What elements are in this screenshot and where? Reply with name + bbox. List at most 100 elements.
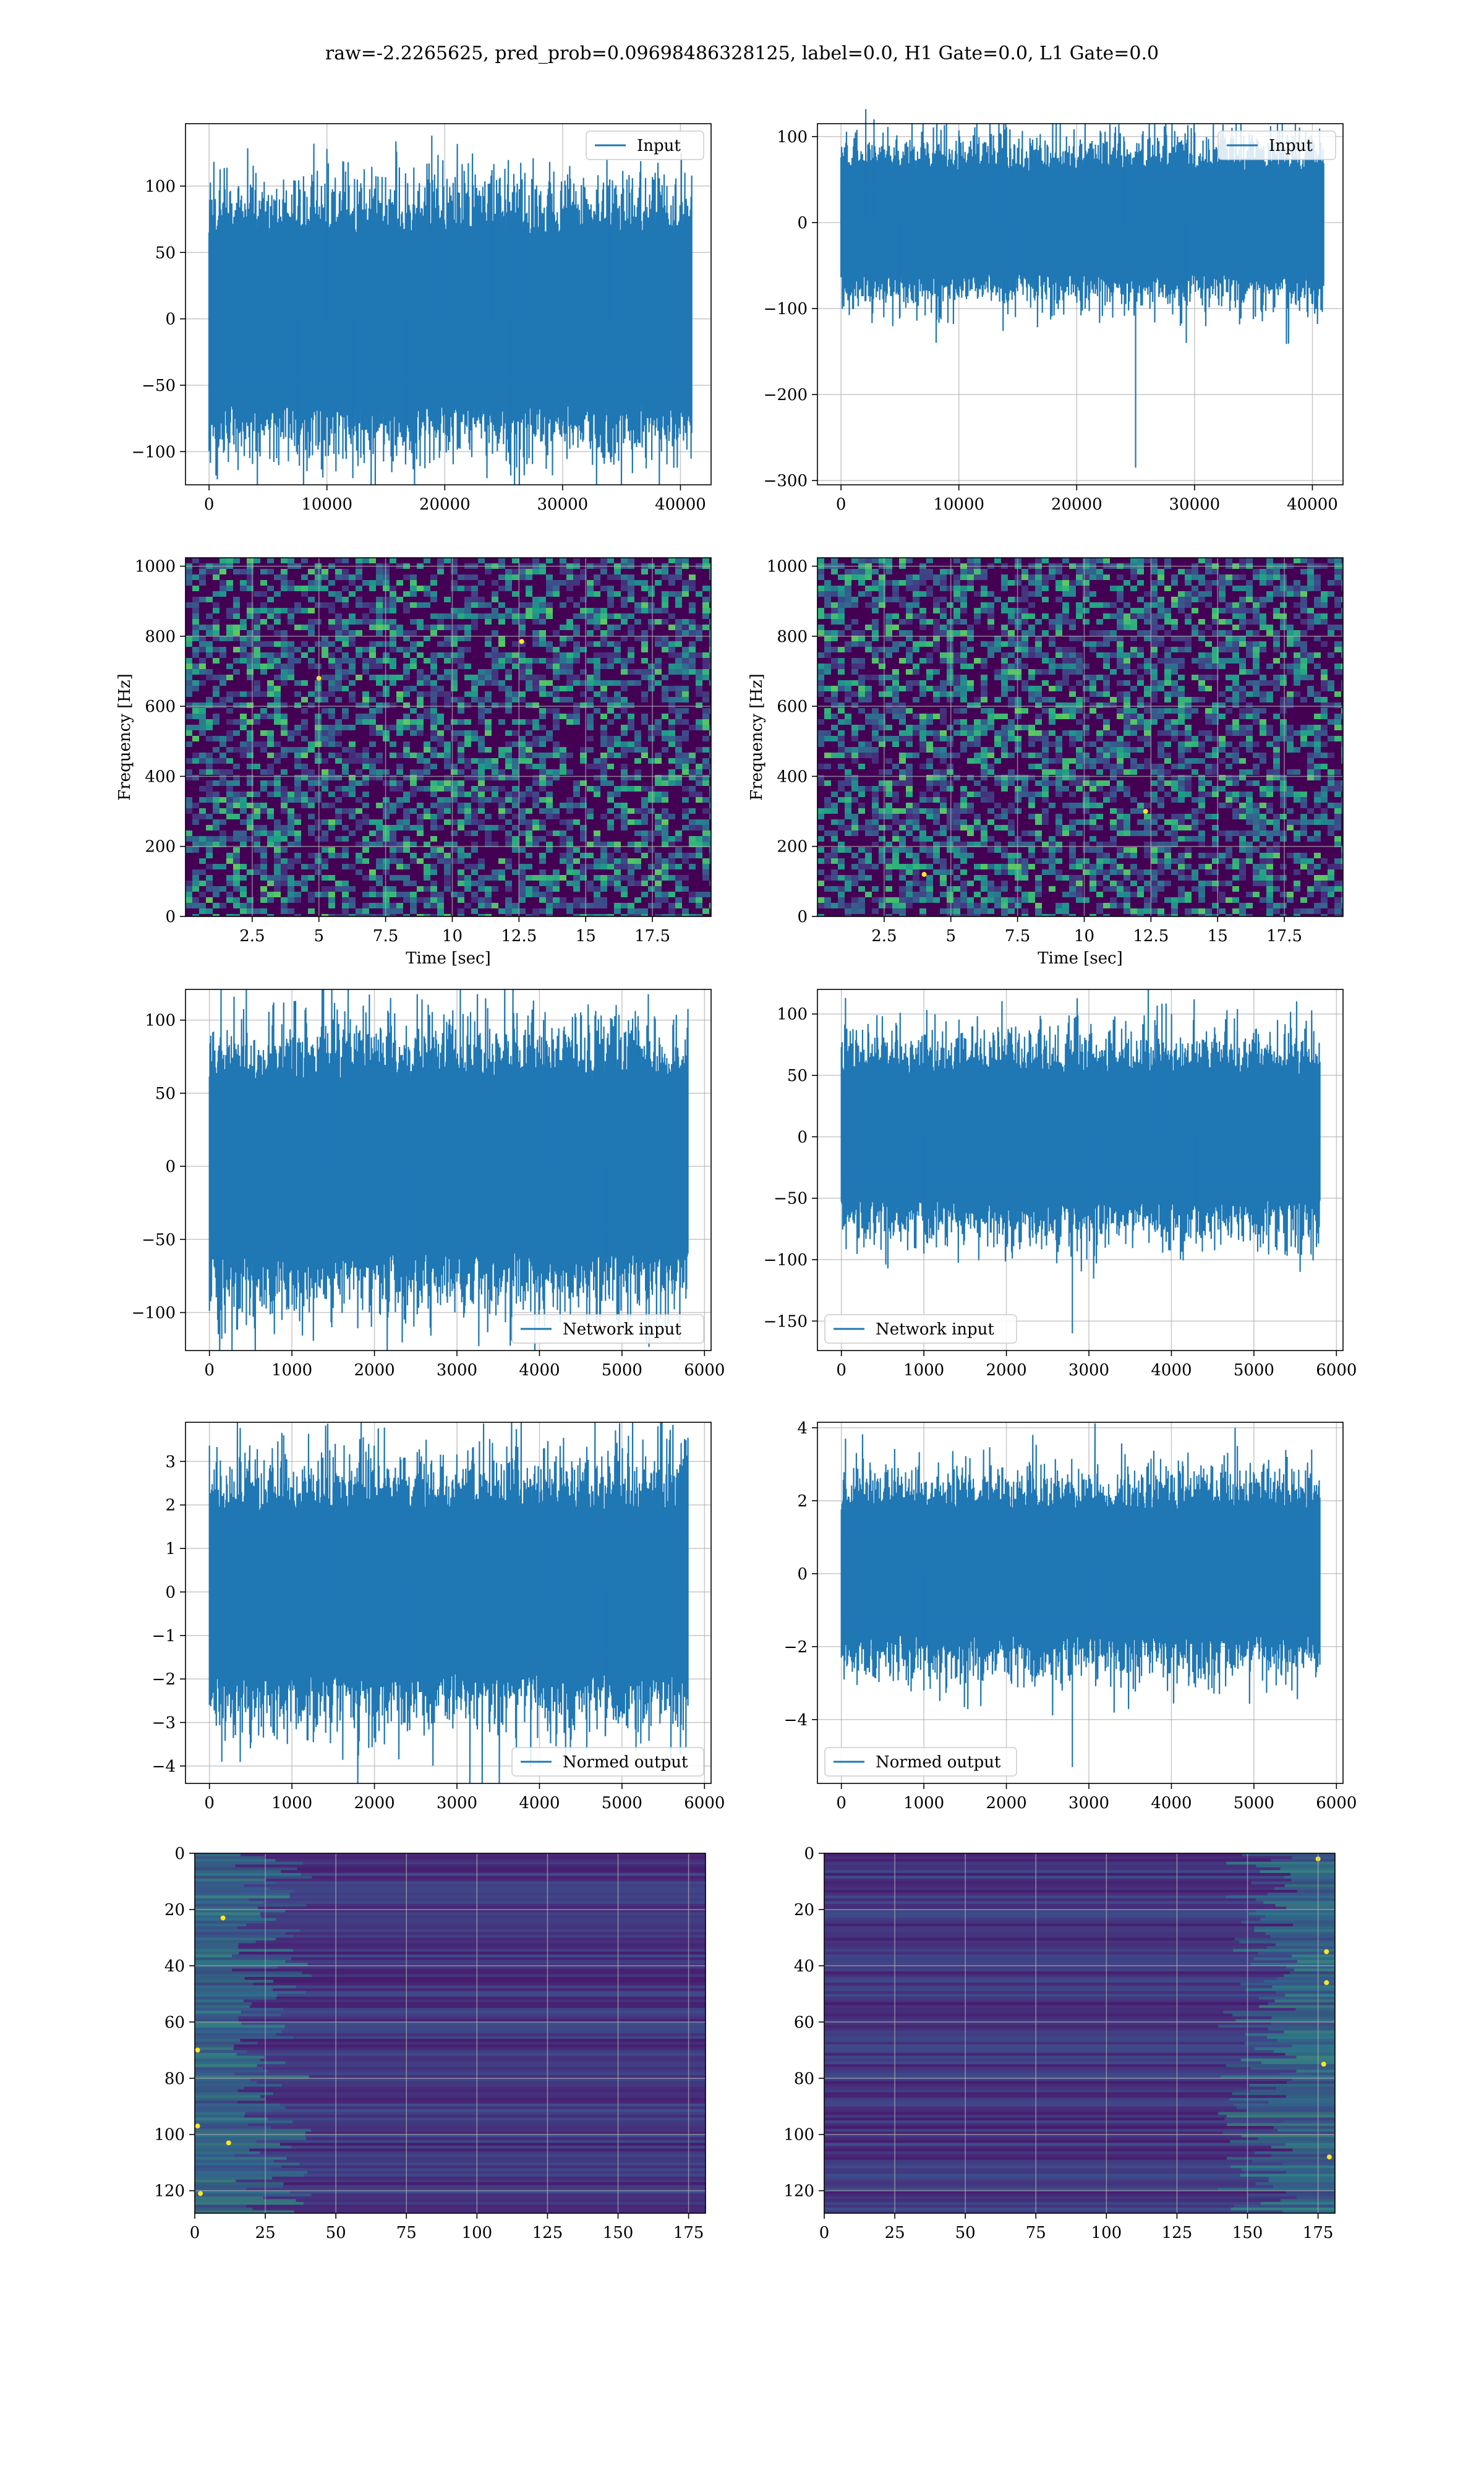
- h1-spectrogram-cell: [342, 881, 349, 886]
- l1-spectrogram-cell: [1124, 753, 1130, 758]
- h1-spectrogram-cell: [566, 680, 573, 686]
- h1-spectrogram-cell: [553, 647, 560, 652]
- h1-spectrogram-cell: [267, 830, 274, 836]
- h1-spectrogram-cell: [458, 586, 464, 591]
- l1-spectrogram-cell: [1260, 803, 1266, 808]
- h1-spectrogram-cell: [328, 825, 335, 830]
- l1-spectrogram-cell: [987, 619, 994, 625]
- h1-spectrogram-cell: [607, 780, 614, 786]
- l1-spectrogram-cell: [1124, 680, 1130, 686]
- l1-spectrogram-cell: [1239, 769, 1246, 775]
- h1-spectrogram-cell: [492, 769, 498, 775]
- l1-spectrogram-cell: [953, 730, 960, 736]
- h1-spectrogram-cell: [546, 881, 553, 886]
- h1-spectrogram-cell: [254, 558, 260, 563]
- l1-spectrogram-cell: [974, 814, 981, 819]
- l1-spectrogram-cell: [1260, 830, 1266, 836]
- h1-spectrogram-cell: [199, 574, 206, 580]
- l1-spectrogram-cell: [1273, 586, 1280, 591]
- h1-spectrogram-cell: [560, 858, 566, 864]
- h1-spectrogram-cell: [553, 719, 560, 725]
- l1-spectrogram-cell: [947, 680, 953, 686]
- h1-spectrogram-cell: [356, 558, 362, 563]
- h1-spectrogram-cell: [566, 652, 573, 658]
- l1-spectrogram-cell: [845, 753, 851, 758]
- l1-spectrogram-cell: [1137, 714, 1144, 719]
- h1-spectrogram-cell: [662, 714, 668, 719]
- l1-spectrogram-cell: [1117, 769, 1124, 775]
- h1-spectrogram-cell: [260, 853, 267, 858]
- l1-spectrogram-cell: [1076, 719, 1083, 725]
- h1-spectrogram-cell: [655, 775, 662, 780]
- h1-spectrogram-cell: [267, 691, 274, 697]
- l1-spectrogram-cell: [1124, 652, 1130, 658]
- h1-spectrogram-cell: [532, 892, 539, 897]
- h1-spectrogram-cell: [376, 630, 383, 636]
- l1-spectrogram-cell: [1001, 753, 1008, 758]
- l1-spectrogram-cell: [1192, 697, 1198, 702]
- h1-spectrogram-cell: [444, 758, 451, 764]
- l1-spectrogram-cell: [1164, 675, 1171, 680]
- h1-spectrogram-cell: [437, 803, 444, 808]
- h1-spectrogram-cell: [519, 747, 526, 753]
- l1-spectrogram-cell: [947, 647, 953, 652]
- h1-spectrogram-cell: [607, 680, 614, 686]
- h1-spectrogram-cell: [553, 747, 560, 753]
- l1-spectrogram-cell: [831, 619, 838, 625]
- l1-spectrogram-cell: [1198, 792, 1205, 797]
- h1-spectrogram-cell: [396, 892, 403, 897]
- h1-spectrogram-cell: [485, 613, 492, 619]
- h1-spectrogram-cell: [471, 591, 478, 597]
- h1-spectrogram-cell: [451, 658, 458, 664]
- h1-spectrogram-cell: [267, 702, 274, 708]
- h1-spectrogram-cell: [417, 753, 424, 758]
- l1-spectrogram-cell: [1260, 619, 1266, 625]
- h1-spectrogram-cell: [594, 591, 600, 597]
- l1-spectrogram-cell: [1239, 602, 1246, 608]
- h1-spectrogram-cell: [199, 597, 206, 602]
- l1-spectrogram-cell: [817, 680, 824, 686]
- l1-spectrogram-cell: [1130, 725, 1137, 730]
- h1-spectrogram-cell: [315, 775, 322, 780]
- h1-spectrogram-cell: [539, 736, 546, 741]
- h1-spectrogram-cell: [226, 897, 233, 903]
- h1-spectrogram-cell: [668, 908, 675, 914]
- h1-spectrogram-cell: [478, 881, 485, 886]
- l1-spectrogram-cell: [872, 830, 879, 836]
- h1-spectrogram-cell: [424, 714, 430, 719]
- h1-spectrogram-cell: [335, 686, 342, 691]
- l1-spectrogram-cell: [1178, 714, 1185, 719]
- h1-spectrogram-cell: [417, 691, 424, 697]
- h1-spectrogram-cell: [349, 792, 356, 797]
- l1-spectrogram-cell: [1185, 764, 1192, 769]
- l1-spectrogram-cell: [1280, 586, 1287, 591]
- h1-spectrogram-cell: [519, 669, 526, 675]
- h1-spectrogram-cell: [192, 708, 199, 714]
- l1-spectrogram-cell: [967, 775, 974, 780]
- l1-spectrogram-cell: [1253, 664, 1260, 669]
- l1-spectrogram-cell: [872, 792, 879, 797]
- h1-spectrogram-cell: [553, 769, 560, 775]
- l1-spectrogram-cell: [1090, 819, 1096, 825]
- h1-spectrogram-cell: [709, 892, 716, 897]
- l1-spectrogram-cell: [1144, 758, 1151, 764]
- l1-spectrogram-cell: [858, 725, 865, 730]
- l1-spectrogram-cell: [1178, 658, 1185, 664]
- h1-spectrogram-cell: [532, 886, 539, 892]
- h1-spectrogram-cell: [594, 574, 600, 580]
- l1-spectrogram-cell: [1015, 613, 1021, 619]
- h1-spectrogram-cell: [682, 630, 689, 636]
- l1-spectrogram-cell: [885, 825, 892, 830]
- l1-spectrogram-cell: [981, 830, 987, 836]
- h1-spectrogram-cell: [451, 697, 458, 702]
- h1-spectrogram-cell: [356, 753, 362, 758]
- l1-spectrogram-cell: [1164, 558, 1171, 563]
- h1-spectrogram-cell: [199, 769, 206, 775]
- l1-spectrogram-cell: [1334, 558, 1341, 563]
- l1-spectrogram-cell: [817, 764, 824, 769]
- l1-spectrogram-cell: [926, 591, 933, 597]
- h1-spectrogram-cell: [662, 730, 668, 736]
- l1-spectrogram-cell: [899, 602, 906, 608]
- l1-spectrogram-cell: [1246, 747, 1253, 753]
- l1-spectrogram-cell: [1001, 641, 1008, 647]
